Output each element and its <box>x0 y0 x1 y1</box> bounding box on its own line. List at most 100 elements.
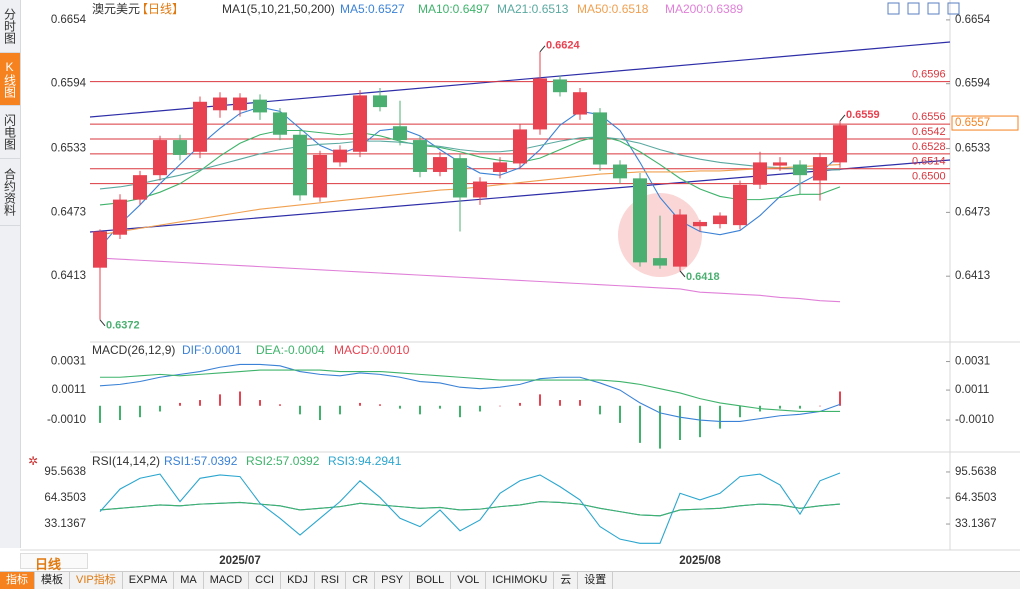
candle-body <box>233 97 247 111</box>
toolbar-tab[interactable]: 指标 <box>0 572 35 589</box>
macd-bar <box>459 405 461 418</box>
settings-icon[interactable]: ✲ <box>28 454 38 468</box>
toolbar-tab[interactable]: 云 <box>554 572 579 589</box>
y-tick-label: 0.6533 <box>51 143 86 155</box>
annotation-pointer <box>839 114 846 122</box>
candle-body <box>753 162 767 185</box>
macd-bar <box>259 400 261 406</box>
candle-body <box>433 157 447 172</box>
macd-bar <box>739 405 741 418</box>
last-price-label: 0.6557 <box>955 117 990 129</box>
toolbar-tab[interactable]: CR <box>346 572 376 589</box>
x-tick-label: 2025/08 <box>679 555 721 567</box>
macd-bar <box>799 405 801 409</box>
horizontal-line-label: 0.6556 <box>912 111 946 123</box>
candle-body <box>353 95 367 152</box>
toolbar-tab[interactable]: BOLL <box>410 572 452 589</box>
macd-bar <box>499 405 501 407</box>
y-tick-label: 0.0031 <box>955 356 990 368</box>
annotation-pointer <box>99 319 106 327</box>
candle-body <box>793 164 807 176</box>
candle-body <box>673 214 687 267</box>
sidebar-tab[interactable]: K线图 <box>0 53 20 106</box>
toolbar-tab[interactable]: KDJ <box>281 572 315 589</box>
legend-entry: MA200:0.6389 <box>665 2 743 16</box>
macd-bar <box>479 405 481 412</box>
toolbar-tab[interactable]: VOL <box>451 572 487 589</box>
y-tick-label: 0.6473 <box>955 206 990 218</box>
rsi-line <box>99 472 841 544</box>
y-tick-label: -0.0010 <box>955 414 994 426</box>
macd-bar <box>659 405 661 449</box>
window-icons[interactable] <box>887 2 960 15</box>
macd-bar <box>359 402 361 406</box>
y-tick-label: 64.3503 <box>955 492 997 504</box>
macd-title: MACD(26,12,9) <box>92 343 175 357</box>
macd-bar <box>779 405 781 409</box>
toolbar-tab[interactable]: MA <box>174 572 204 589</box>
macd-bar <box>439 405 441 409</box>
macd-bar <box>579 400 581 406</box>
horizontal-line-label: 0.6500 <box>912 171 946 183</box>
macd-bar <box>99 405 101 423</box>
indicator-label: MA1(5,10,21,50,200) <box>222 2 335 16</box>
toolbar-tab[interactable]: RSI <box>315 572 347 589</box>
legend-entry: MACD:0.0010 <box>334 343 410 357</box>
macd-bar <box>199 400 201 406</box>
candle-body <box>553 79 567 93</box>
legend-entry: MA50:0.6518 <box>577 2 649 16</box>
y-tick-label: 95.5638 <box>955 466 997 478</box>
candle-body <box>153 140 167 176</box>
macd-bar <box>319 405 321 421</box>
candle-body <box>733 184 747 226</box>
macd-bar <box>339 405 341 415</box>
last-price-box <box>951 115 1019 131</box>
candle-body <box>413 140 427 172</box>
y-tick-label: 0.6533 <box>955 143 990 155</box>
candle-body <box>113 199 127 235</box>
toolbar-tab[interactable]: 设置 <box>578 572 614 589</box>
toolbar-tab[interactable]: MACD <box>204 572 250 589</box>
candle-body <box>713 215 727 225</box>
macd-bar <box>419 405 421 415</box>
macd-bar <box>639 405 641 443</box>
macd-bar <box>719 405 721 429</box>
toolbar-tab[interactable]: VIP指标 <box>70 572 123 589</box>
macd-bar <box>139 405 141 418</box>
horizontal-line-label: 0.6542 <box>912 126 946 138</box>
candle-body <box>253 99 267 113</box>
toolbar-tab[interactable]: ICHIMOKU <box>486 572 555 589</box>
macd-bar <box>699 405 701 438</box>
candle-body <box>493 162 507 172</box>
y-tick-label: -0.0010 <box>47 414 86 426</box>
macd-bar <box>299 405 301 415</box>
toolbar-tab[interactable]: CCI <box>249 572 282 589</box>
sidebar-tab[interactable]: 分时图 <box>0 0 20 53</box>
y-tick-label: 33.1367 <box>44 518 86 530</box>
annotation-pointer <box>679 270 686 278</box>
sidebar-tab[interactable]: 闪电图 <box>0 106 20 159</box>
ma-line <box>99 257 841 303</box>
macd-bar <box>619 405 621 423</box>
y-tick-label: 0.6594 <box>51 78 87 90</box>
macd-bar <box>819 405 821 407</box>
toolbar-tab[interactable]: EXPMA <box>123 572 175 589</box>
toolbar-tab[interactable]: PSY <box>375 572 411 589</box>
period-button[interactable]: 日线 <box>20 553 88 572</box>
sidebar-tab[interactable]: 合约资料 <box>0 159 20 226</box>
legend-entry: MA10:0.6497 <box>418 2 490 16</box>
candle-body <box>453 158 467 198</box>
y-tick-label: 0.6413 <box>955 270 990 282</box>
macd-bar <box>679 405 681 441</box>
macd-line <box>99 363 841 423</box>
candle-body <box>633 178 647 263</box>
macd-bar <box>539 394 541 406</box>
rsi-line <box>99 501 841 517</box>
candle-body <box>393 126 407 141</box>
frame <box>20 0 1020 551</box>
candle-body <box>173 140 187 155</box>
toolbar-tab[interactable]: 模板 <box>35 572 70 589</box>
annotation-label: 0.6372 <box>106 320 140 332</box>
y-tick-label: 64.3503 <box>44 492 86 504</box>
